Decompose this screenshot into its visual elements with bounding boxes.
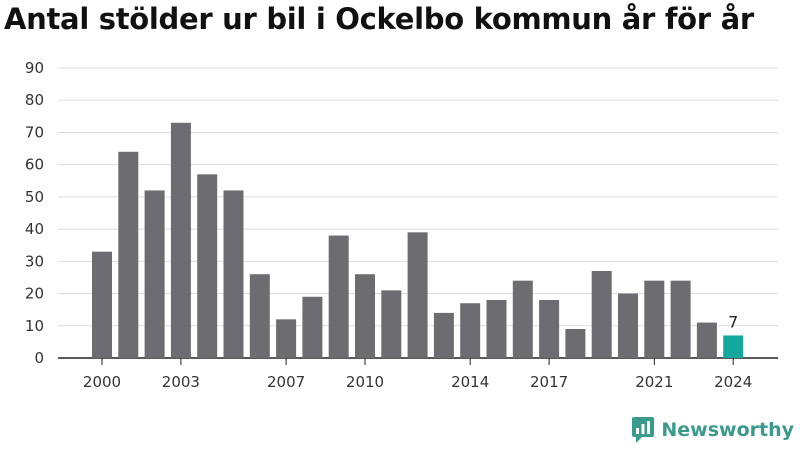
bar-2021 (644, 280, 665, 358)
bar-2007 (276, 319, 297, 358)
bars (92, 122, 744, 359)
y-tick-label: 50 (25, 188, 44, 206)
bar-2009 (328, 235, 349, 358)
bar-2001 (118, 151, 139, 358)
y-tick-label: 70 (25, 123, 44, 141)
bar-2015 (486, 300, 507, 358)
y-axis-ticks: 0 10 20 30 40 50 60 70 80 90 (25, 59, 44, 367)
y-tick-label: 10 (25, 317, 44, 335)
y-tick-label: 60 (25, 156, 44, 174)
bar-2006 (249, 274, 270, 358)
bar-2019 (591, 271, 612, 358)
y-tick-label: 40 (25, 220, 44, 238)
bar-2003 (170, 122, 191, 359)
brand-name: Newsworthy (661, 419, 794, 441)
newsworthy-icon (632, 417, 655, 443)
x-tick-label: 2024 (714, 373, 752, 391)
bar-2008 (302, 296, 323, 358)
x-tick-label: 2014 (451, 373, 489, 391)
bar-2012 (407, 232, 428, 358)
y-tick-label: 0 (34, 349, 44, 367)
bar-2004 (197, 174, 218, 358)
bar-2016 (512, 280, 533, 358)
chart-title: Antal stölder ur bil i Ockelbo kommun år… (4, 2, 754, 36)
bar-2018 (565, 329, 586, 358)
newsworthy-logo: Newsworthy (631, 416, 794, 444)
bar-2000 (92, 251, 112, 358)
bar-2024 (723, 335, 744, 358)
x-tick-label: 2017 (530, 373, 568, 391)
x-tick-label: 2003 (162, 373, 200, 391)
y-tick-label: 30 (25, 252, 44, 270)
x-tick-label: 2007 (267, 373, 305, 391)
bar-2017 (539, 300, 560, 358)
x-tick-label: 2021 (635, 373, 673, 391)
bar-2020 (618, 293, 638, 358)
data-labels: 7 (728, 312, 738, 331)
y-tick-label: 80 (25, 91, 44, 109)
bar-2010 (355, 274, 375, 358)
x-tick-label: 2000 (83, 373, 121, 391)
x-axis-ticks: 2000 2003 2007 2010 2014 2017 2021 2024 (83, 358, 752, 391)
data-label-2024: 7 (728, 312, 738, 331)
bar-2023 (696, 322, 717, 358)
y-tick-label: 20 (25, 285, 44, 303)
bar-2011 (381, 290, 402, 358)
bar-2014 (460, 303, 481, 358)
bar-2022 (670, 280, 691, 358)
bar-2005 (223, 190, 244, 358)
y-tick-label: 90 (25, 59, 44, 77)
bar-2013 (433, 312, 454, 358)
bar-2002 (144, 190, 165, 358)
x-tick-label: 2010 (346, 373, 384, 391)
